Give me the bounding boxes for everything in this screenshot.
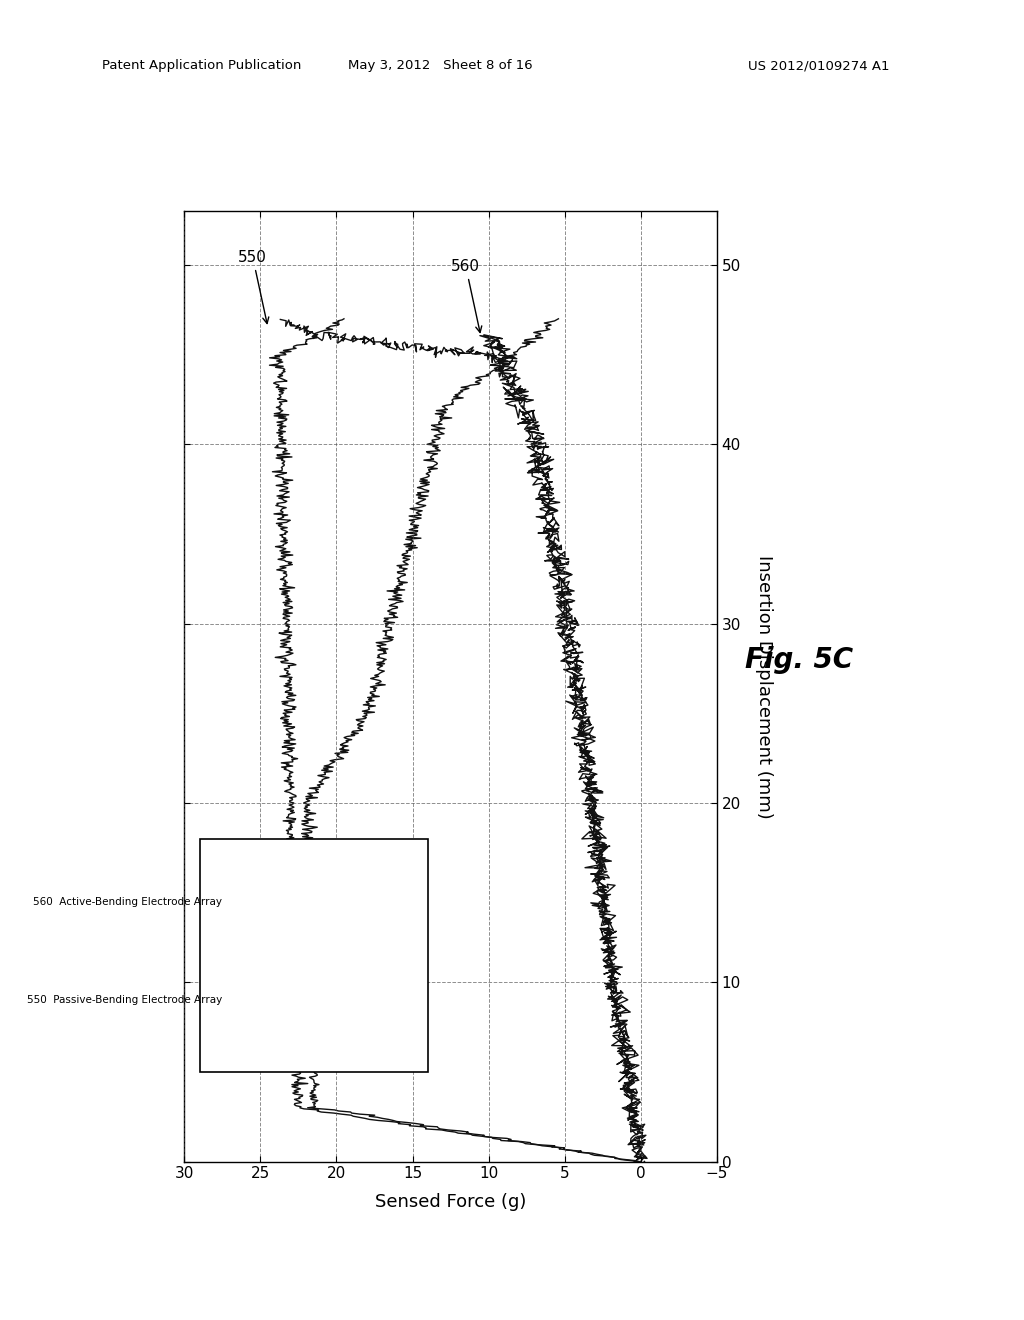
Text: Fig. 5C: Fig. 5C: [744, 645, 853, 675]
Text: Patent Application Publication: Patent Application Publication: [102, 59, 302, 73]
Text: US 2012/0109274 A1: US 2012/0109274 A1: [749, 59, 890, 73]
Text: 560  Active-Bending Electrode Array: 560 Active-Bending Electrode Array: [34, 896, 222, 907]
Text: May 3, 2012   Sheet 8 of 16: May 3, 2012 Sheet 8 of 16: [348, 59, 532, 73]
X-axis label: Sensed Force (g): Sensed Force (g): [375, 1192, 526, 1210]
Bar: [200, 838, 428, 1072]
Text: 550: 550: [239, 249, 268, 323]
Text: 560: 560: [452, 259, 481, 333]
Y-axis label: Insertion Displacement (mm): Insertion Displacement (mm): [755, 554, 773, 818]
Text: 550  Passive-Bending Electrode Array: 550 Passive-Bending Electrode Array: [27, 995, 222, 1006]
